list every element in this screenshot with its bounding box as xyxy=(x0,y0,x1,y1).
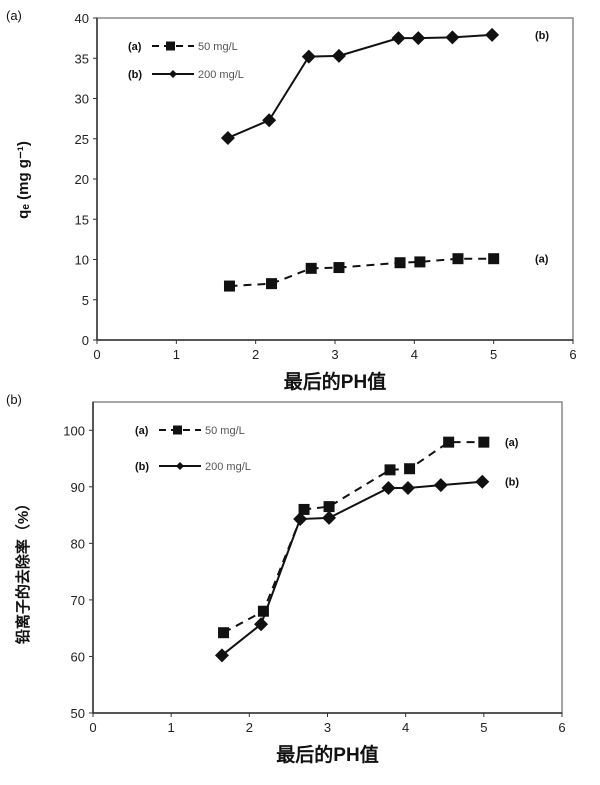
legend-tag: (b) xyxy=(135,461,149,473)
x-tick-label: 0 xyxy=(93,347,100,362)
data-point xyxy=(266,278,278,290)
data-point xyxy=(404,463,416,475)
data-point xyxy=(384,464,396,476)
legend-tag: (b) xyxy=(128,69,142,81)
y-tick-label: 90 xyxy=(71,480,85,495)
data-point xyxy=(254,617,269,632)
x-tick-label: 2 xyxy=(252,347,259,362)
x-tick-label: 5 xyxy=(480,720,487,735)
data-point xyxy=(331,48,346,63)
data-point xyxy=(322,510,337,525)
legend-marker xyxy=(176,462,184,470)
x-tick-label: 4 xyxy=(411,347,418,362)
series-end-label: (a) xyxy=(505,437,519,449)
x-tick-label: 3 xyxy=(331,347,338,362)
plot-frame xyxy=(92,401,563,714)
legend-label: 200 mg/L xyxy=(205,461,251,473)
series-line xyxy=(229,257,494,288)
plot-frame xyxy=(96,17,574,341)
y-axis-label: qₑ (mg g⁻¹) xyxy=(15,141,32,219)
legend-marker xyxy=(166,41,175,51)
data-point xyxy=(323,501,335,513)
x-tick-label: 2 xyxy=(246,720,253,735)
data-point xyxy=(298,503,310,515)
data-point xyxy=(223,280,235,292)
legend-marker xyxy=(169,70,177,78)
y-tick-label: 40 xyxy=(75,11,89,26)
y-tick-label: 10 xyxy=(75,253,89,268)
y-tick-label: 60 xyxy=(71,649,85,664)
data-point xyxy=(301,49,316,64)
x-axis-label: 最后的PH值 xyxy=(284,370,386,393)
legend-tag: (a) xyxy=(135,425,149,437)
data-point xyxy=(485,27,500,42)
x-tick-label: 5 xyxy=(490,347,497,362)
legend-label: 50 mg/L xyxy=(198,41,238,53)
data-point xyxy=(394,257,406,269)
y-tick-label: 0 xyxy=(82,333,89,348)
data-point xyxy=(443,436,455,448)
data-point xyxy=(381,480,396,495)
y-tick-label: 15 xyxy=(75,212,89,227)
data-point xyxy=(262,113,277,128)
x-tick-label: 1 xyxy=(168,720,175,735)
x-tick-label: 6 xyxy=(569,347,576,362)
series-50mgL: (a) xyxy=(218,436,519,639)
data-point xyxy=(391,31,406,46)
y-tick-label: 80 xyxy=(71,536,85,551)
y-tick-label: 5 xyxy=(82,293,89,308)
chart-b: (b) 0 1 2 3 4 5 6 50 60 70 80 90 100 最后的PH值 铅离子的去除率（%） (… xyxy=(6,392,566,766)
legend-label: 50 mg/L xyxy=(205,425,245,437)
x-axis-label: 最后的PH值 xyxy=(276,743,378,766)
data-point xyxy=(305,262,317,274)
x-tick-label: 4 xyxy=(402,720,409,735)
data-point xyxy=(218,627,230,639)
data-point xyxy=(257,605,269,617)
y-tick-label: 50 xyxy=(71,706,85,721)
y-tick-label: 20 xyxy=(75,172,89,187)
data-point xyxy=(414,256,426,268)
data-point xyxy=(333,262,345,274)
panel-label: (a) xyxy=(6,8,22,23)
series-end-label: (b) xyxy=(505,477,519,489)
panel-label: (b) xyxy=(6,392,22,407)
y-tick-label: 35 xyxy=(75,51,89,66)
data-point xyxy=(452,253,464,265)
y-tick-label: 70 xyxy=(71,593,85,608)
y-tick-label: 25 xyxy=(75,132,89,147)
series-200mgL: (b) xyxy=(220,27,549,145)
legend-tag: (a) xyxy=(128,41,142,53)
data-point xyxy=(411,31,426,46)
y-axis-label: 铅离子的去除率（%） xyxy=(14,496,32,644)
legend-label: 200 mg/L xyxy=(198,69,244,81)
y-tick-label: 100 xyxy=(63,423,85,438)
data-point xyxy=(401,480,416,495)
series-200mgL: (b) xyxy=(214,474,519,663)
series-end-label: (b) xyxy=(535,30,549,42)
x-tick-label: 3 xyxy=(324,720,331,735)
series-line xyxy=(223,441,484,634)
x-tick-label: 0 xyxy=(89,720,96,735)
data-point xyxy=(488,253,500,265)
chart-a: (a) 0 1 2 3 4 5 6 0 5 10 15 20 25 30 35 40 最后的PH值 qₑ (mg g… xyxy=(6,8,577,393)
data-point xyxy=(445,30,460,45)
series-end-label: (a) xyxy=(535,254,549,266)
data-point xyxy=(220,130,235,145)
legend-marker xyxy=(173,425,182,435)
data-point xyxy=(433,478,448,493)
data-point xyxy=(293,512,308,527)
data-point xyxy=(214,648,229,663)
x-tick-label: 6 xyxy=(558,720,565,735)
data-point xyxy=(475,474,490,489)
series-50mgL: (a) xyxy=(223,253,549,292)
y-tick-label: 30 xyxy=(75,92,89,107)
x-tick-label: 1 xyxy=(173,347,180,362)
data-point xyxy=(478,436,490,448)
